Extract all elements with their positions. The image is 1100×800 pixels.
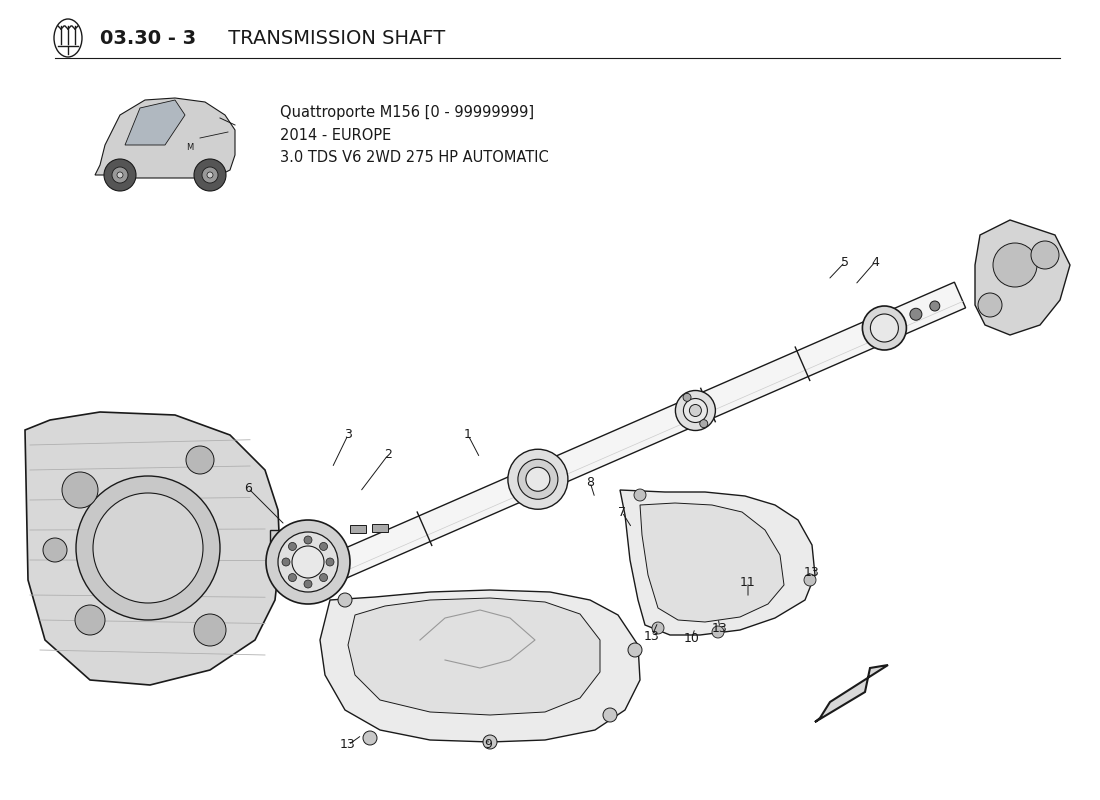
Polygon shape: [125, 100, 185, 145]
Circle shape: [112, 167, 128, 183]
Circle shape: [194, 159, 226, 191]
Circle shape: [282, 558, 290, 566]
Polygon shape: [320, 590, 640, 742]
Circle shape: [1031, 241, 1059, 269]
Circle shape: [117, 172, 123, 178]
Text: 13: 13: [712, 622, 728, 634]
Circle shape: [526, 467, 550, 491]
Circle shape: [194, 614, 226, 646]
Circle shape: [288, 542, 296, 550]
Text: M: M: [186, 143, 194, 153]
Polygon shape: [95, 98, 235, 178]
Text: 2014 - EUROPE: 2014 - EUROPE: [280, 127, 392, 142]
Circle shape: [266, 520, 350, 604]
Circle shape: [634, 489, 646, 501]
Circle shape: [338, 593, 352, 607]
Circle shape: [62, 472, 98, 508]
Text: 4: 4: [871, 255, 879, 269]
Circle shape: [292, 546, 324, 578]
Polygon shape: [270, 530, 330, 566]
Circle shape: [870, 314, 899, 342]
Circle shape: [910, 308, 922, 320]
Polygon shape: [975, 220, 1070, 335]
Text: 3: 3: [344, 429, 352, 442]
Circle shape: [326, 558, 334, 566]
Circle shape: [304, 536, 312, 544]
Circle shape: [978, 293, 1002, 317]
Circle shape: [603, 708, 617, 722]
Circle shape: [675, 390, 715, 430]
Circle shape: [320, 574, 328, 582]
Circle shape: [628, 643, 642, 657]
Circle shape: [186, 446, 214, 474]
Text: TRANSMISSION SHAFT: TRANSMISSION SHAFT: [222, 29, 446, 47]
Circle shape: [43, 538, 67, 562]
Polygon shape: [373, 524, 388, 532]
Circle shape: [278, 532, 338, 592]
Polygon shape: [640, 503, 784, 622]
Text: 6: 6: [244, 482, 252, 494]
Text: Quattroporte M156 [0 - 99999999]: Quattroporte M156 [0 - 99999999]: [280, 106, 535, 121]
Circle shape: [94, 493, 204, 603]
Text: 5: 5: [842, 255, 849, 269]
Circle shape: [508, 450, 568, 510]
Circle shape: [104, 159, 136, 191]
Circle shape: [76, 476, 220, 620]
Text: 1: 1: [464, 429, 472, 442]
Text: 13: 13: [645, 630, 660, 642]
Polygon shape: [620, 490, 815, 635]
Circle shape: [712, 626, 724, 638]
Polygon shape: [350, 525, 366, 533]
Circle shape: [202, 167, 218, 183]
Polygon shape: [815, 665, 888, 722]
Circle shape: [75, 605, 104, 635]
Text: 11: 11: [740, 575, 756, 589]
Circle shape: [320, 542, 328, 550]
Text: 13: 13: [340, 738, 356, 751]
Circle shape: [930, 301, 939, 311]
Circle shape: [700, 420, 707, 428]
Polygon shape: [348, 598, 600, 715]
Text: 03.30 - 3: 03.30 - 3: [100, 29, 196, 47]
Circle shape: [483, 735, 497, 749]
Circle shape: [207, 172, 213, 178]
Circle shape: [690, 405, 702, 417]
Text: 3.0 TDS V6 2WD 275 HP AUTOMATIC: 3.0 TDS V6 2WD 275 HP AUTOMATIC: [280, 150, 549, 165]
Circle shape: [652, 622, 664, 634]
Circle shape: [993, 243, 1037, 287]
Circle shape: [862, 306, 906, 350]
Circle shape: [683, 394, 691, 402]
Text: 7: 7: [618, 506, 626, 518]
Circle shape: [304, 580, 312, 588]
Circle shape: [363, 731, 377, 745]
Text: 8: 8: [586, 475, 594, 489]
Circle shape: [288, 574, 296, 582]
Text: 2: 2: [384, 449, 392, 462]
Polygon shape: [324, 282, 966, 583]
Circle shape: [683, 398, 707, 422]
Text: 9: 9: [484, 738, 492, 751]
Circle shape: [804, 574, 816, 586]
Text: 13: 13: [804, 566, 820, 578]
Polygon shape: [25, 412, 280, 685]
Circle shape: [518, 459, 558, 499]
Text: 10: 10: [684, 631, 700, 645]
